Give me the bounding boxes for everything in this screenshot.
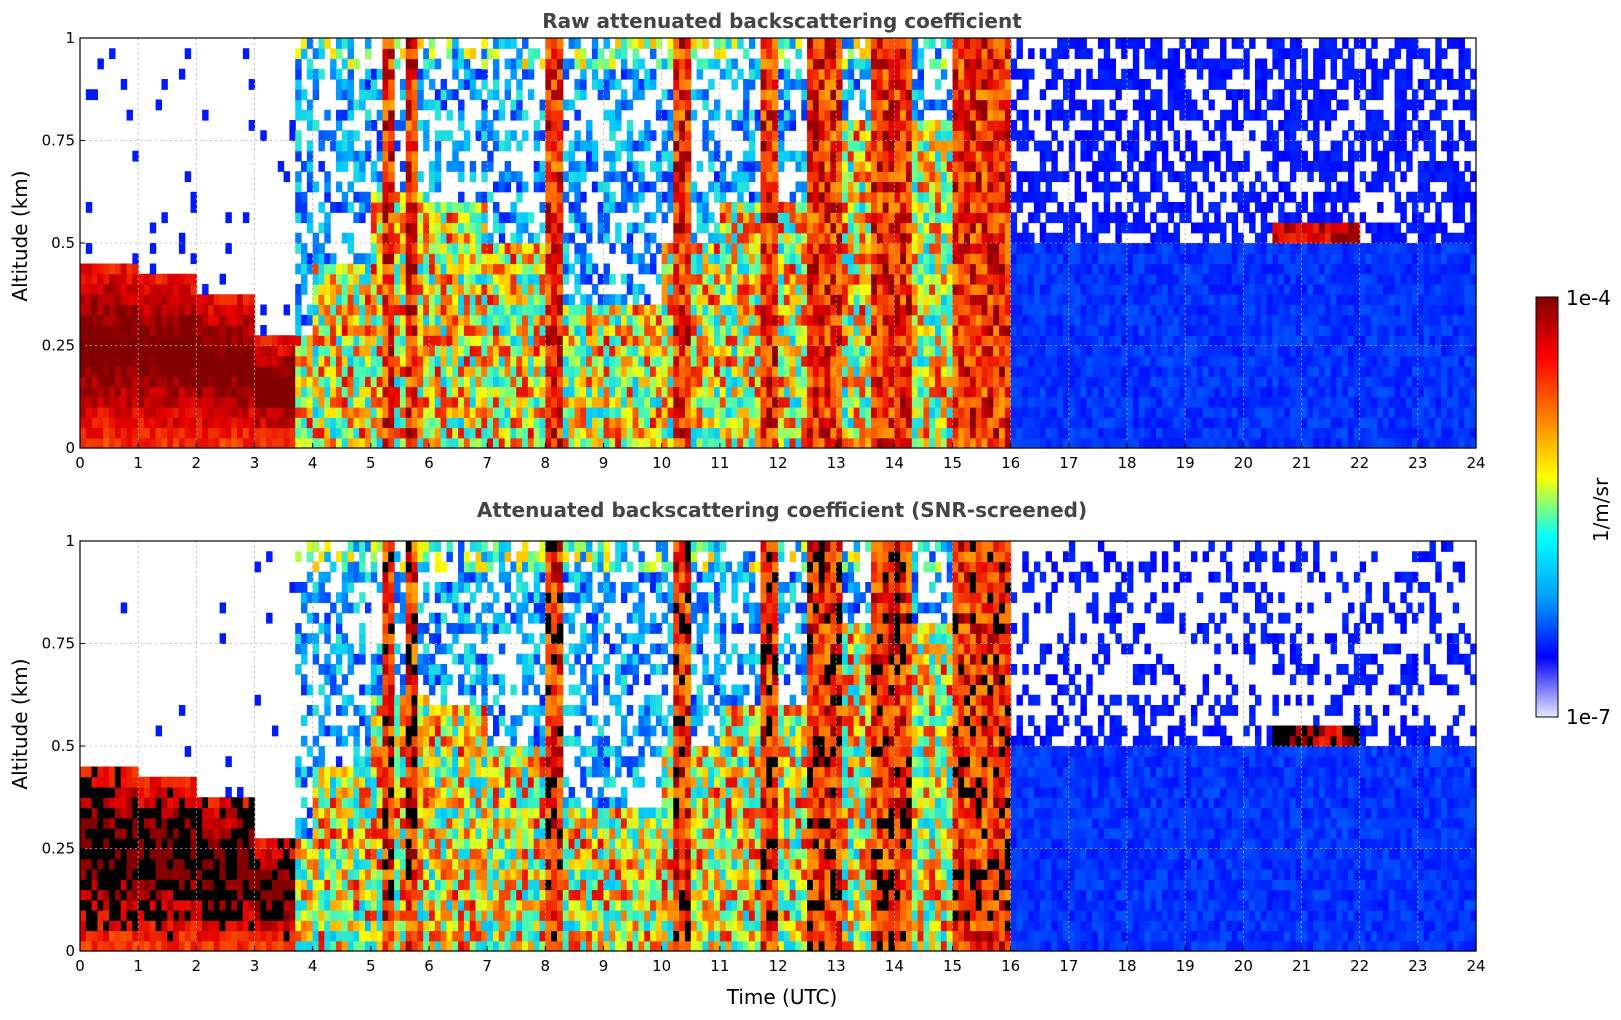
y-tick-label: 0.25 (42, 840, 75, 858)
x-tick-label: 21 (1292, 454, 1311, 472)
y-tick-label: 0.5 (51, 737, 75, 755)
x-tick-label: 6 (424, 957, 434, 975)
x-tick-label: 6 (424, 454, 434, 472)
x-tick-label: 1 (133, 454, 143, 472)
x-tick-label: 5 (366, 957, 376, 975)
x-tick-label: 0 (75, 957, 85, 975)
y-tick-label: 1 (65, 29, 75, 47)
x-tick-label: 12 (768, 454, 787, 472)
x-tick-label: 18 (1117, 957, 1136, 975)
x-tick-label: 17 (1059, 957, 1078, 975)
y-tick-label: 0.75 (42, 132, 75, 150)
x-tick-label: 12 (768, 957, 787, 975)
x-tick-label: 17 (1059, 454, 1078, 472)
x-tick-label: 13 (827, 454, 846, 472)
x-tick-label: 3 (250, 957, 260, 975)
x-tick-label: 2 (192, 454, 202, 472)
x-tick-label: 9 (599, 957, 609, 975)
x-tick-label: 0 (75, 454, 85, 472)
x-tick-label: 20 (1234, 454, 1253, 472)
x-tick-label: 7 (482, 957, 492, 975)
panel-title: Raw attenuated backscattering coefficien… (542, 9, 1022, 33)
y-tick-label: 0.25 (42, 337, 75, 355)
x-tick-label: 24 (1466, 454, 1485, 472)
x-tick-label: 23 (1408, 957, 1427, 975)
x-tick-label: 7 (482, 454, 492, 472)
x-tick-label: 22 (1350, 957, 1369, 975)
y-tick-label: 0 (65, 942, 75, 960)
x-tick-label: 24 (1466, 957, 1485, 975)
colorbar: 1e-4 1e-7 1/m/sr (1535, 286, 1613, 729)
x-tick-label: 20 (1234, 957, 1253, 975)
y-axis-label: Altitude (km) (8, 658, 32, 789)
x-tick-label: 8 (541, 454, 551, 472)
x-tick-label: 15 (943, 957, 962, 975)
screened-backscatter-panel: Attenuated backscattering coefficient (S… (8, 498, 1486, 1009)
x-tick-label: 10 (652, 454, 671, 472)
colorbar-min-label: 1e-7 (1566, 705, 1611, 729)
x-tick-label: 14 (885, 454, 904, 472)
x-tick-label: 23 (1408, 454, 1427, 472)
raw-backscatter-panel: Raw attenuated backscattering coefficien… (8, 9, 1486, 472)
panel-title: Attenuated backscattering coefficient (S… (477, 498, 1087, 522)
colorbar-gradient (1535, 296, 1559, 718)
x-tick-label: 10 (652, 957, 671, 975)
x-tick-label: 19 (1176, 454, 1195, 472)
colorbar-max-label: 1e-4 (1566, 286, 1611, 310)
x-tick-label: 4 (308, 454, 318, 472)
x-tick-label: 14 (885, 957, 904, 975)
y-axis-label: Altitude (km) (8, 170, 32, 301)
heatmap-raster (80, 38, 1477, 449)
x-tick-label: 5 (366, 454, 376, 472)
colorbar-unit-label: 1/m/sr (1589, 477, 1613, 542)
x-tick-label: 11 (710, 957, 729, 975)
y-tick-label: 0 (65, 439, 75, 457)
x-axis-label: Time (UTC) (726, 985, 838, 1009)
x-tick-label: 8 (541, 957, 551, 975)
x-tick-label: 4 (308, 957, 318, 975)
y-tick-label: 1 (65, 532, 75, 550)
x-tick-label: 9 (599, 454, 609, 472)
y-tick-label: 0.75 (42, 635, 75, 653)
x-tick-label: 11 (710, 454, 729, 472)
x-tick-label: 21 (1292, 957, 1311, 975)
x-tick-label: 19 (1176, 957, 1195, 975)
x-tick-label: 22 (1350, 454, 1369, 472)
x-tick-label: 16 (1001, 957, 1020, 975)
x-tick-label: 3 (250, 454, 260, 472)
heatmap-raster (80, 541, 1477, 952)
y-tick-label: 0.5 (51, 234, 75, 252)
x-tick-label: 13 (827, 957, 846, 975)
x-tick-label: 1 (133, 957, 143, 975)
x-tick-label: 18 (1117, 454, 1136, 472)
x-tick-label: 16 (1001, 454, 1020, 472)
x-tick-label: 2 (192, 957, 202, 975)
x-tick-label: 15 (943, 454, 962, 472)
